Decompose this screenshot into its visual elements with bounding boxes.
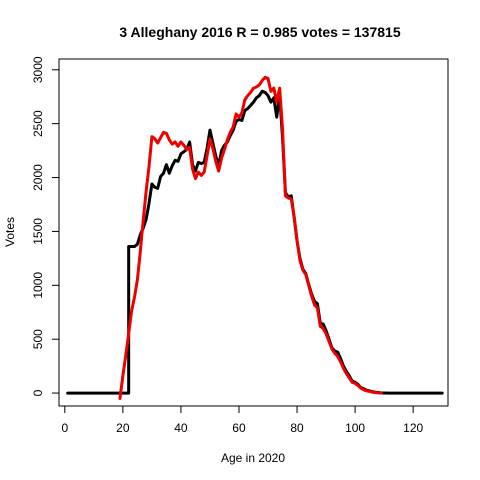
y-tick-label: 2000 (31, 164, 45, 191)
x-tick-label: 0 (61, 421, 68, 435)
y-tick-label: 2500 (31, 110, 45, 137)
y-tick-label: 500 (31, 329, 45, 349)
y-tick-label: 3000 (31, 56, 45, 83)
y-axis-label: Votes (3, 217, 17, 247)
y-axis: 0 500 1000 1500 2000 2500 3000 (31, 56, 60, 396)
x-tick-label: 80 (290, 421, 304, 435)
series-line-2 (118, 75, 383, 400)
x-tick-label: 40 (174, 421, 188, 435)
x-axis: 0 20 40 60 80 100 120 (61, 405, 423, 435)
x-tick-label: 60 (232, 421, 246, 435)
series-layer (66, 75, 444, 400)
y-tick-label: 1000 (31, 272, 45, 299)
x-axis-label: Age in 2020 (221, 451, 285, 465)
series-line-1 (66, 89, 444, 395)
plot-area-border (58, 58, 449, 407)
x-tick-label: 20 (116, 421, 130, 435)
chart-title: 3 Alleghany 2016 R = 0.985 votes = 13781… (119, 24, 400, 40)
x-tick-label: 100 (345, 421, 365, 435)
y-tick-label: 0 (31, 389, 45, 396)
x-tick-label: 120 (403, 421, 423, 435)
y-tick-label: 1500 (31, 218, 45, 245)
